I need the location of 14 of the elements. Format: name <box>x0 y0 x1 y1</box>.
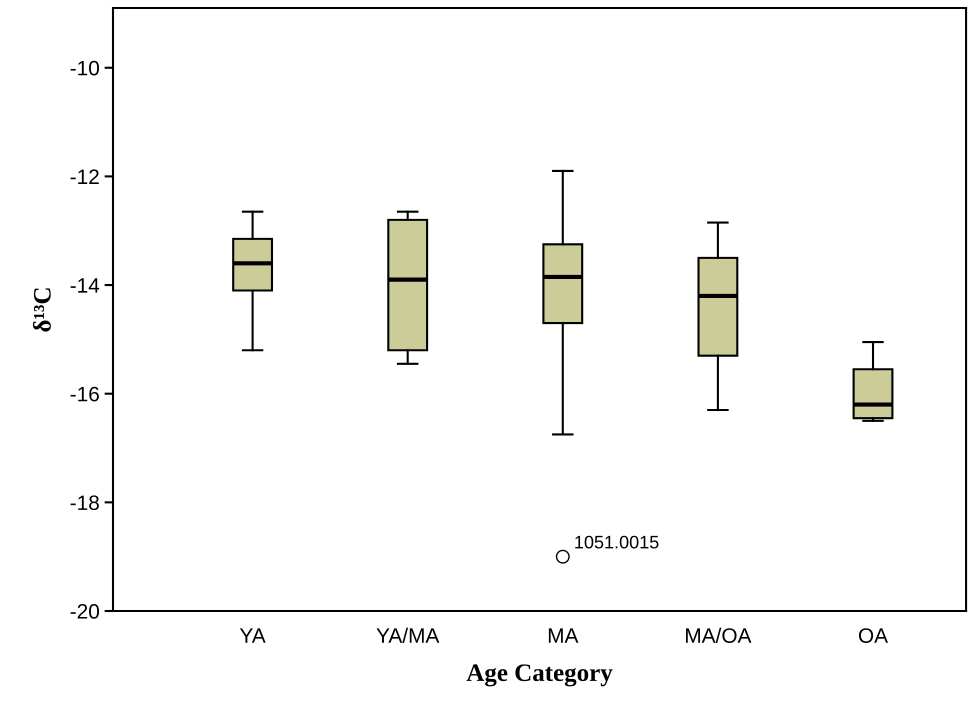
y-tick-label: -14 <box>70 278 100 293</box>
y-tick-label: -10 <box>70 60 99 76</box>
x-tick-label: YA <box>240 628 266 643</box>
x-axis-title: Age Category <box>466 664 613 686</box>
x-tick-label: OA <box>858 628 888 643</box>
x-tick-label: MA <box>548 628 578 643</box>
y-axis-title: δ¹³C <box>33 288 51 332</box>
y-tick-label: -12 <box>70 169 99 184</box>
y-tick-label: -18 <box>70 495 99 510</box>
y-tick-label: -16 <box>70 386 99 402</box>
annotation: 1051.0015 <box>575 536 658 549</box>
x-tick-label: MA/OA <box>686 628 752 643</box>
x-tick-label: YA/MA <box>376 628 440 643</box>
y-tick-label: -20 <box>70 604 99 619</box>
